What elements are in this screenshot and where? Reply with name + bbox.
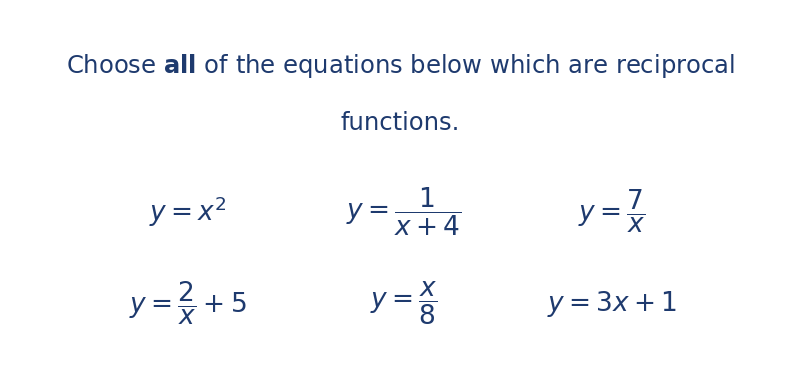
Text: $y = \dfrac{1}{x+4}$: $y = \dfrac{1}{x+4}$: [346, 185, 462, 238]
Text: Choose $\mathbf{all}$ of the equations below which are reciprocal: Choose $\mathbf{all}$ of the equations b…: [66, 52, 734, 80]
Text: $y = \dfrac{x}{8}$: $y = \dfrac{x}{8}$: [370, 280, 438, 327]
Text: $y = \dfrac{7}{x}$: $y = \dfrac{7}{x}$: [578, 188, 646, 235]
Text: $y = 3x + 1$: $y = 3x + 1$: [547, 289, 677, 319]
Text: $y = \dfrac{2}{x} + 5$: $y = \dfrac{2}{x} + 5$: [130, 280, 246, 327]
Text: $y = x^2$: $y = x^2$: [150, 194, 226, 229]
Text: functions.: functions.: [340, 111, 460, 135]
